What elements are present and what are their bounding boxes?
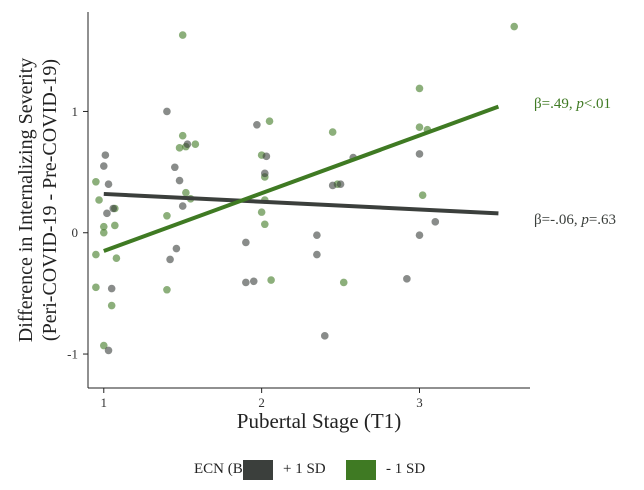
point-plus-1sd (313, 250, 321, 259)
point-minus-1sd (112, 254, 121, 263)
annotation-p-symbol: p (580, 212, 589, 228)
point-minus-1sd (257, 208, 266, 216)
point-plus-1sd (104, 346, 113, 355)
point-minus-1sd (191, 140, 200, 149)
x-tick-label: 1 (101, 395, 108, 410)
point-minus-1sd (415, 123, 424, 132)
point-plus-1sd (166, 255, 174, 264)
point-plus-1sd (415, 231, 424, 239)
point-plus-1sd (253, 121, 261, 129)
point-plus-1sd (403, 275, 411, 283)
annotation-minus-1sd: β=.49, p<.01 (534, 96, 611, 112)
point-plus-1sd (415, 150, 424, 158)
annotation-p-value: =.63 (589, 212, 616, 228)
point-minus-1sd (163, 211, 171, 220)
point-plus-1sd (109, 204, 118, 213)
point-plus-1sd (313, 231, 321, 239)
y-axis-label-line1: Difference in Internalizing Severity (15, 58, 37, 343)
point-minus-1sd (182, 188, 190, 197)
x-tick-label: 2 (258, 395, 265, 410)
legend: ECN (B) + 1 SD - 1 SD (194, 460, 425, 480)
point-minus-1sd (267, 276, 275, 284)
point-minus-1sd (92, 250, 100, 259)
annotation-plus-1sd: β=-.06, p=.63 (534, 212, 616, 228)
point-plus-1sd (183, 140, 192, 149)
point-plus-1sd (103, 209, 111, 218)
point-minus-1sd (92, 178, 100, 186)
point-plus-1sd (261, 169, 269, 178)
point-plus-1sd (178, 202, 187, 210)
point-plus-1sd (99, 162, 108, 170)
point-minus-1sd (163, 285, 171, 294)
point-plus-1sd (175, 176, 184, 185)
series-minus-1sd-points (92, 22, 519, 350)
series-plus-1sd-points (99, 107, 440, 355)
point-plus-1sd (101, 151, 110, 159)
point-minus-1sd (107, 301, 116, 310)
point-plus-1sd (249, 277, 258, 286)
legend-swatch-plus-1sd (243, 460, 273, 480)
y-tick-label: -1 (67, 347, 78, 362)
point-minus-1sd (261, 220, 269, 229)
annotation-beta: β=.49, (534, 96, 576, 112)
legend-label-plus-1sd: + 1 SD (283, 461, 326, 477)
x-tick-label: 3 (416, 395, 423, 410)
point-plus-1sd (171, 163, 179, 172)
fit-line-minus-1sd (103, 104, 500, 253)
legend-title: ECN (B) (194, 461, 248, 477)
point-minus-1sd (99, 341, 108, 350)
point-minus-1sd (510, 22, 519, 31)
point-plus-1sd (431, 218, 440, 226)
point-plus-1sd (107, 284, 116, 293)
point-minus-1sd (111, 221, 119, 230)
point-plus-1sd (242, 238, 250, 247)
point-plus-1sd (172, 244, 181, 253)
point-plus-1sd (262, 152, 271, 161)
point-minus-1sd (418, 191, 427, 199)
point-plus-1sd (242, 278, 250, 287)
point-plus-1sd (104, 180, 113, 189)
legend-label-minus-1sd: - 1 SD (386, 461, 425, 477)
point-minus-1sd (99, 228, 108, 237)
annotation-beta: β=-.06, (534, 212, 581, 228)
point-minus-1sd (99, 222, 108, 231)
annotation-p-symbol: p (575, 96, 584, 112)
y-tick-label: 0 (72, 225, 79, 240)
legend-swatch-minus-1sd (346, 460, 376, 480)
point-minus-1sd (415, 84, 424, 93)
point-minus-1sd (265, 117, 274, 125)
point-minus-1sd (328, 128, 337, 136)
y-axis-label-group: Difference in Internalizing Severity (Per… (15, 58, 61, 343)
x-axis-label: Pubertal Stage (T1) (237, 409, 401, 433)
point-plus-1sd (336, 180, 345, 189)
point-minus-1sd (178, 31, 187, 39)
point-plus-1sd (163, 107, 171, 116)
point-minus-1sd (178, 131, 187, 140)
point-plus-1sd (328, 181, 337, 190)
y-tick-label: 1 (72, 104, 79, 119)
point-plus-1sd (320, 332, 329, 340)
fit-line-plus-1sd (103, 191, 499, 216)
point-minus-1sd (339, 278, 348, 287)
y-axis-label-line2: (Peri-COVID-19 - Pre-COVID-19) (39, 59, 61, 341)
point-minus-1sd (92, 283, 100, 292)
point-minus-1sd (175, 144, 184, 152)
point-minus-1sd (95, 196, 103, 204)
annotation-p-value: <.01 (584, 96, 611, 112)
